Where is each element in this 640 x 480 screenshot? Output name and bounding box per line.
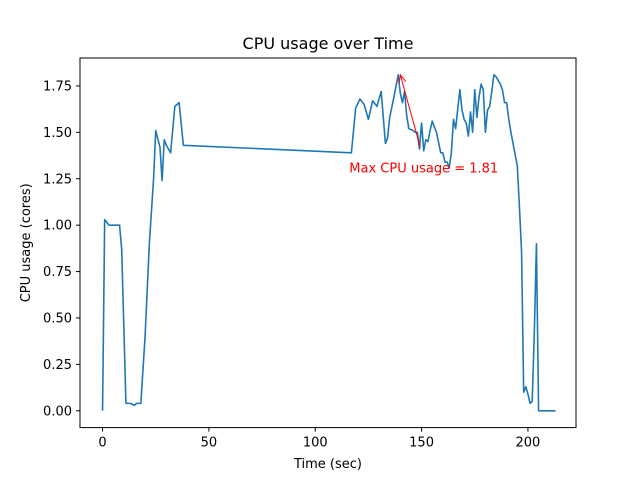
x-tick-label: 0 xyxy=(98,436,106,451)
plot-area xyxy=(80,58,576,428)
y-tick-label: 0.75 xyxy=(43,265,72,280)
annotation-arrow-head xyxy=(398,73,407,84)
y-tick-label: 1.75 xyxy=(43,79,72,94)
x-axis-ticks: 0 50 100 150 200 xyxy=(98,427,541,451)
y-tick-label: 1.00 xyxy=(43,219,72,234)
series-layer xyxy=(101,74,556,412)
y-tick-label: 1.25 xyxy=(43,172,72,187)
x-axis-label: Time (sec) xyxy=(293,457,362,472)
y-tick-label: 0.00 xyxy=(43,404,72,419)
y-tick-label: 0.25 xyxy=(43,358,72,373)
plot-frame xyxy=(79,57,577,429)
y-axis-ticks: 0.00 0.25 0.50 0.75 1.00 1.25 1.50 1.75 xyxy=(43,79,80,419)
y-axis-label: CPU usage (cores) xyxy=(19,183,34,302)
y-tick-label: 0.50 xyxy=(43,311,72,326)
x-tick-label: 150 xyxy=(409,436,434,451)
annotation-arrow-shaft xyxy=(399,74,421,148)
x-tick-label: 100 xyxy=(303,436,328,451)
chart-title: CPU usage over Time xyxy=(243,34,414,53)
cpu-usage-line xyxy=(101,74,556,412)
y-tick-label: 1.50 xyxy=(43,126,72,141)
x-tick-label: 200 xyxy=(516,436,541,451)
annotation-label: Max CPU usage = 1.81 xyxy=(349,162,498,177)
annotation-layer: Max CPU usage = 1.81 xyxy=(349,73,498,177)
x-tick-label: 50 xyxy=(201,436,218,451)
